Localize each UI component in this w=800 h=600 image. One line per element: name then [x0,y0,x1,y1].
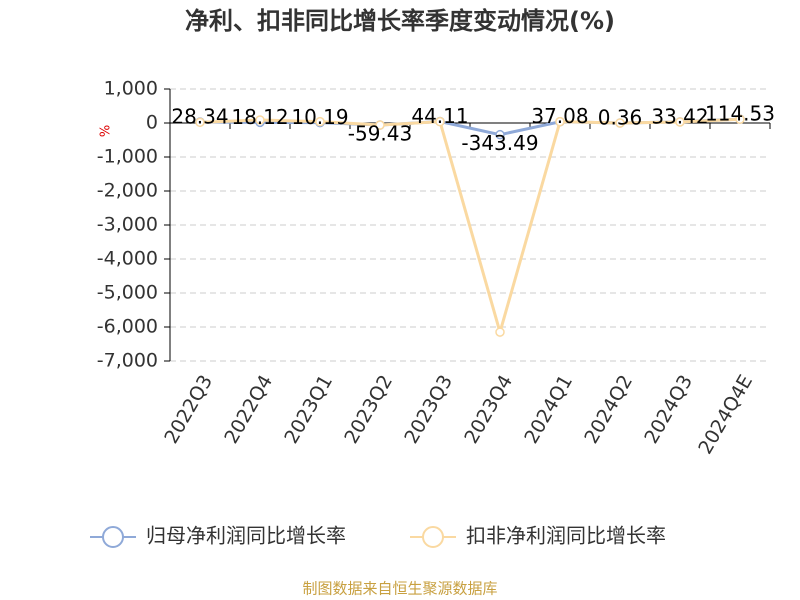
data-label: 0.36 [598,105,643,129]
data-label: 10.19 [291,105,348,129]
data-label: -343.49 [461,131,538,155]
legend-label: 扣非净利润同比增长率 [466,524,666,548]
y-tick-label: 0 [146,112,158,134]
y-tick-label: -2,000 [97,180,158,202]
data-label: 33.42 [651,104,708,128]
point [675,117,685,127]
point [255,115,265,125]
point [315,116,325,127]
point [195,117,205,128]
y-tick-label: 1,000 [104,78,158,100]
y-unit: % [99,125,114,137]
x-tick-label: 2023Q4 [460,371,517,447]
legend-label: 归母净利润同比增长率 [146,524,346,548]
y-tick-label: -6,000 [97,316,158,338]
source-note: 制图数据来自恒生聚源数据库 [302,580,497,598]
legend-marker [422,526,444,548]
point [735,114,745,125]
x-tick-label: 2023Q1 [280,371,337,447]
x-tick-label: 2024Q4E [694,371,757,458]
point [435,116,445,127]
data-label: 114.53 [705,102,775,126]
series-line [199,117,741,338]
chart-title: 净利、扣非同比增长率季度变动情况(%) [185,7,615,35]
data-label: 18.12 [231,105,288,129]
legend-marker [102,526,124,548]
y-tick-label: -5,000 [97,282,158,304]
point [555,116,565,127]
x-tick-label: 2022Q3 [160,371,217,447]
y-tick-label: -4,000 [97,248,158,270]
x-tick-label: 2023Q3 [400,371,457,447]
x-tick-label: 2022Q4 [220,371,277,447]
y-tick-label: -7,000 [97,350,158,372]
point [615,118,625,128]
data-label: -59.43 [348,122,412,146]
y-tick-label: -3,000 [97,214,158,236]
x-tick-label: 2024Q2 [580,371,637,447]
point [495,129,505,140]
data-label: 37.08 [531,104,588,128]
point [495,327,505,337]
y-tick-label: -1,000 [97,146,158,168]
x-tick-label: 2024Q3 [640,371,697,447]
data-label: 28.34 [171,105,228,129]
x-tick-label: 2024Q1 [520,371,577,447]
x-tick-label: 2023Q2 [340,371,397,447]
point [375,120,385,130]
data-label: 44.11 [411,104,468,128]
